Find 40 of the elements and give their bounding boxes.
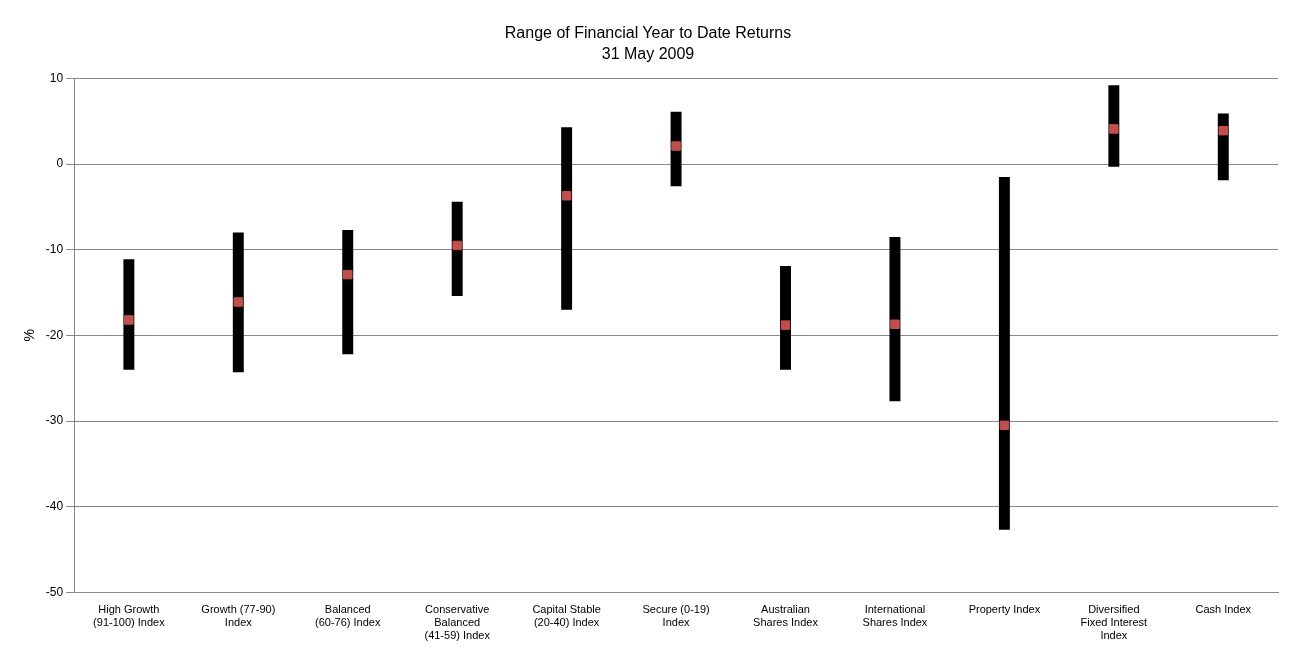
x-tick-label: Cash Index (1195, 603, 1252, 616)
bar (451, 201, 463, 296)
chart-subtitle: 31 May 2009 (601, 45, 695, 63)
y-tick-label: -40 (45, 499, 64, 514)
point (1109, 124, 1119, 134)
y-axis-title: % (21, 329, 38, 342)
x-tick-label: Secure (0-19) Index (642, 603, 710, 629)
y-tick-label: -50 (45, 584, 64, 599)
point (671, 141, 681, 151)
point (124, 315, 134, 325)
bar (889, 236, 901, 402)
point (1218, 125, 1229, 136)
y-tick-label: -30 (45, 413, 64, 428)
x-tick-label: Diversified Fixed Interest Index (1080, 603, 1148, 642)
x-tick-label: Capital Stable (20-40) Index (532, 603, 601, 629)
y-tick-label: -10 (45, 242, 64, 257)
point (890, 319, 900, 330)
bar (561, 127, 573, 310)
x-tick-label: Balanced (60-76) Index (315, 603, 381, 629)
x-tick-label: Property Index (968, 603, 1041, 616)
chart-title: Range of Financial Year to Date Returns (504, 24, 792, 42)
point (233, 297, 244, 307)
bar (780, 266, 791, 370)
y-tick-label: -20 (45, 327, 64, 342)
y-tick-label: 10 (49, 70, 64, 85)
point (780, 320, 791, 330)
x-tick-label: High Growth (91-100) Index (93, 603, 166, 629)
bar (232, 232, 244, 373)
x-tick-label: Growth (77-90) Index (201, 603, 276, 629)
point (452, 240, 462, 251)
point (561, 191, 572, 201)
x-tick-label: International Shares Index (862, 603, 928, 629)
y-tick-label: 0 (56, 156, 64, 171)
point (999, 420, 1010, 431)
x-tick-label: Conservative Balanced (41-59) Index (424, 603, 491, 642)
bar (123, 259, 135, 370)
bar (342, 230, 354, 355)
x-tick-label: Australian Shares Index (753, 603, 819, 629)
bar (998, 176, 1010, 530)
point (343, 269, 353, 280)
